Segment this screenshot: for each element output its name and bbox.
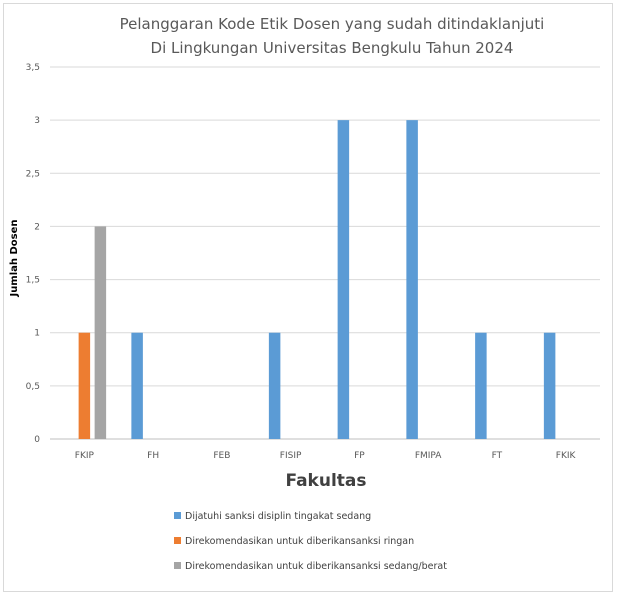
x-tick-label: FMIPA	[415, 451, 442, 461]
bars	[78, 120, 556, 440]
legend-swatch	[174, 537, 181, 544]
bar-fisip-series-1	[268, 332, 281, 439]
legend-swatch	[174, 562, 181, 569]
bar-fp-series-1	[337, 120, 350, 440]
bar-fkip-series-2	[78, 332, 91, 439]
legend-label: Direkomendasikan untuk diberikansanksi r…	[185, 536, 414, 547]
legend-swatch	[174, 512, 181, 519]
bar-fmipa-series-1	[406, 120, 418, 440]
y-tick-label: 0,5	[26, 382, 40, 392]
bar-ft-series-1	[475, 332, 487, 439]
x-tick-label: FKIP	[75, 451, 95, 461]
x-tick-label: FISIP	[280, 451, 302, 461]
y-axis-label: Jumlah Dosen	[9, 219, 20, 297]
chart-title-line-2: Di Lingkungan Universitas Bengkulu Tahun…	[151, 39, 514, 57]
x-tick-label: FKIK	[556, 451, 577, 461]
legend-label: Dijatuhi sanksi disiplin tingakat sedang	[185, 511, 371, 522]
y-tick-label: 1	[34, 329, 40, 339]
y-tick-label: 2	[34, 222, 40, 232]
bar-fh-series-1	[131, 332, 143, 439]
bar-fkik-series-1	[543, 332, 556, 439]
x-tick-label: FH	[147, 451, 159, 461]
chart-title-line-1: Pelanggaran Kode Etik Dosen yang sudah d…	[120, 15, 545, 33]
legend: Dijatuhi sanksi disiplin tingakat sedang…	[174, 511, 447, 572]
legend-label: Direkomendasikan untuk diberikansanksi s…	[185, 561, 447, 572]
x-tick-label: FEB	[213, 451, 230, 461]
x-tick-label: FT	[492, 451, 503, 461]
y-tick-label: 3	[34, 116, 40, 126]
bar-fkip-series-3	[94, 226, 107, 439]
x-tick-label: FP	[354, 451, 365, 461]
x-axis-label: Fakultas	[285, 471, 366, 491]
y-tick-label: 0	[34, 435, 40, 445]
x-axis-ticks: FKIP FH FEB FISIP FP FMIPA FT FKIK	[75, 451, 577, 461]
y-tick-label: 3,5	[26, 63, 40, 73]
y-tick-label: 1,5	[26, 276, 40, 286]
y-tick-label: 2,5	[26, 169, 40, 179]
y-axis-ticks: 0 0,5 1 1,5 2 2,5 3 3,5	[26, 63, 41, 445]
